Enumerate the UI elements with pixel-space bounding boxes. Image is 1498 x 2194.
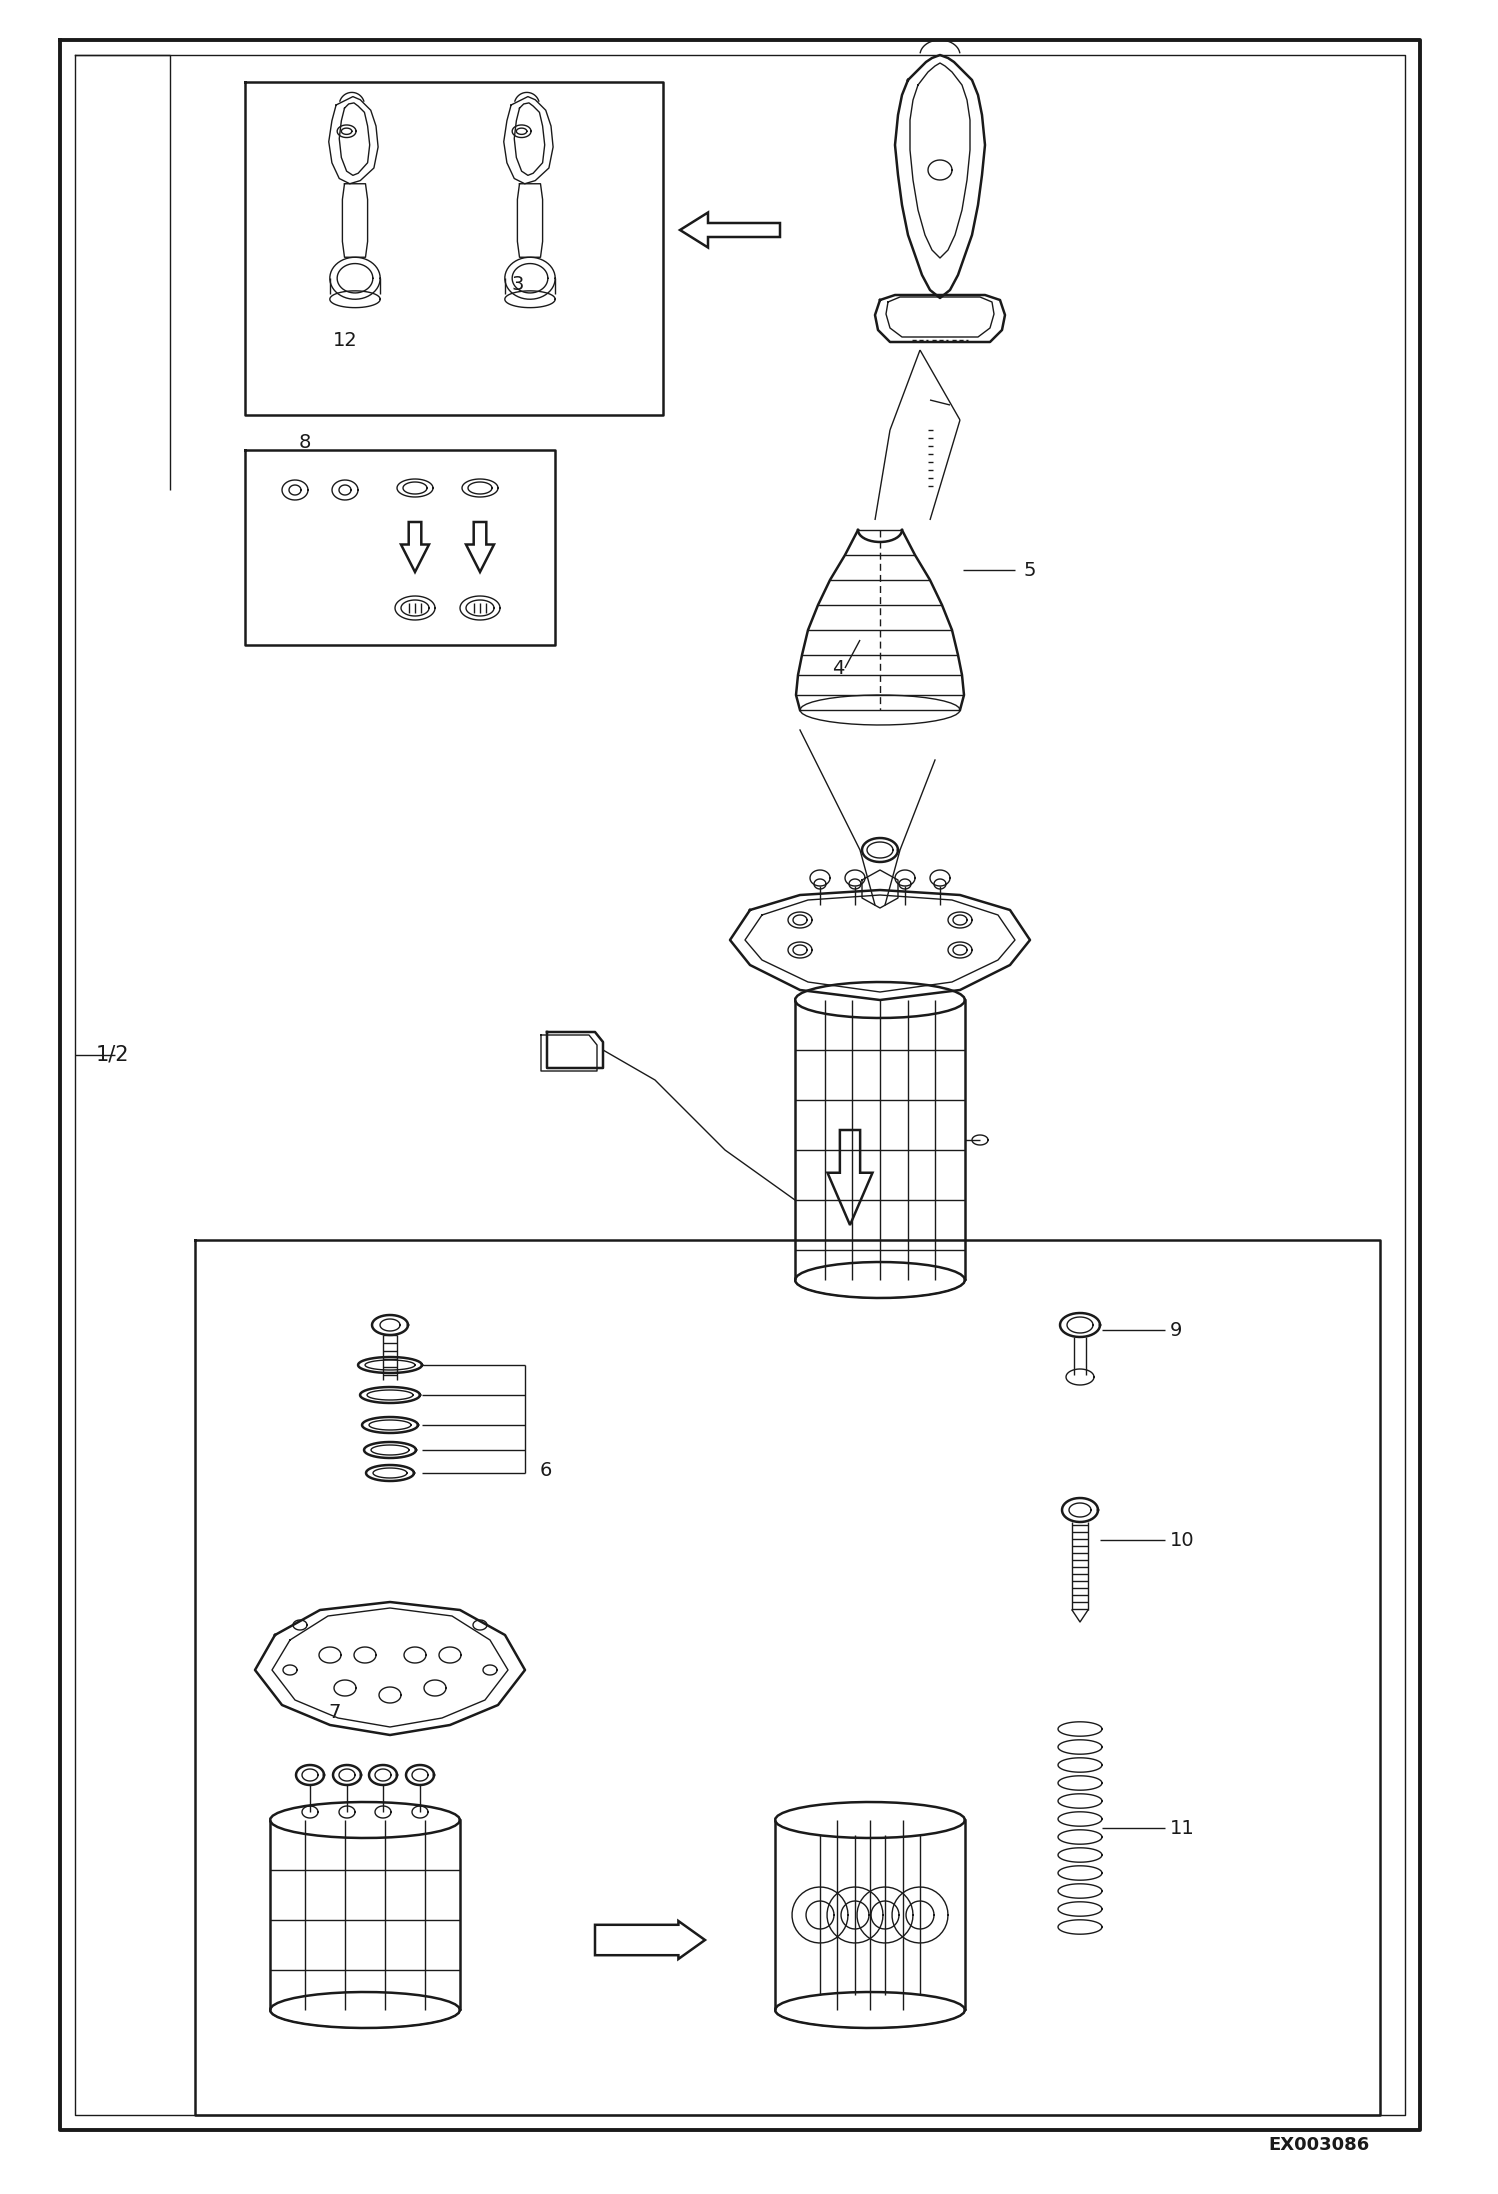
Text: 7: 7 <box>330 1703 342 1722</box>
Text: 9: 9 <box>1170 1321 1182 1341</box>
Text: 1/2: 1/2 <box>96 1044 129 1064</box>
Text: 3: 3 <box>512 276 524 294</box>
Text: 10: 10 <box>1170 1531 1194 1549</box>
Text: 4: 4 <box>831 658 845 678</box>
Text: EX003086: EX003086 <box>1269 2137 1371 2155</box>
Text: 6: 6 <box>539 1461 553 1479</box>
Text: 8: 8 <box>298 432 312 452</box>
Text: 5: 5 <box>1023 559 1037 579</box>
Text: 12: 12 <box>333 331 358 349</box>
Text: 11: 11 <box>1170 1819 1195 1839</box>
